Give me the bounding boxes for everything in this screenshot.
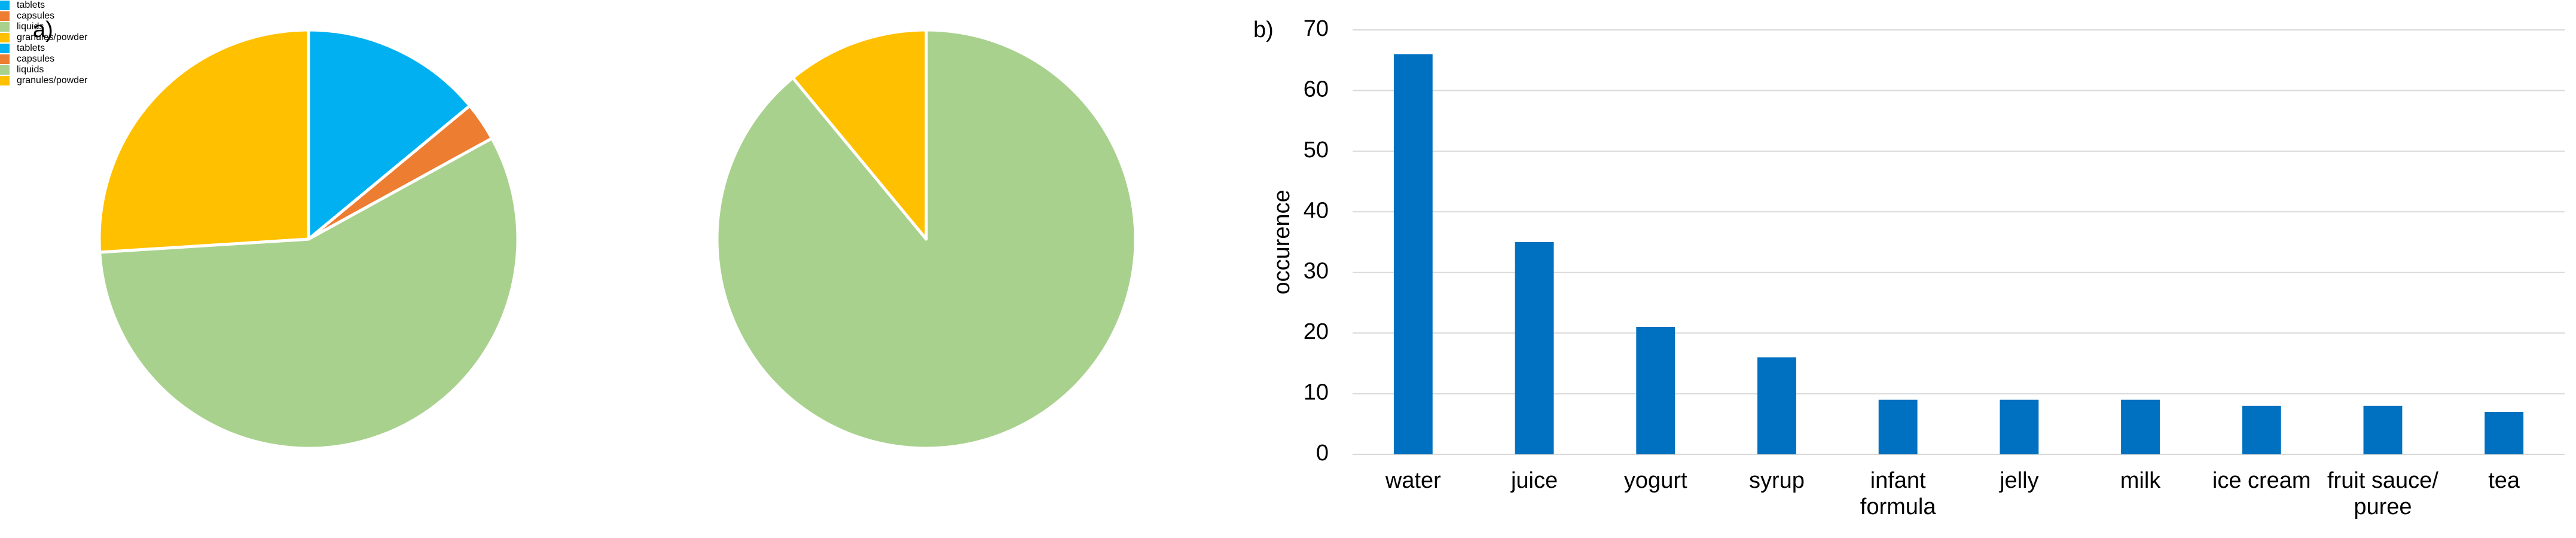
bar <box>2242 405 2281 454</box>
legend-label: tablets <box>17 0 45 10</box>
panel-label: a) <box>33 17 53 42</box>
legend-swatch <box>0 76 10 85</box>
bar <box>1636 327 1675 454</box>
pie-slice <box>98 136 520 450</box>
legend-item: liquids <box>0 65 2576 75</box>
legend-swatch <box>0 22 10 32</box>
y-tick-label: 40 <box>1304 198 1329 223</box>
y-tick-label: 60 <box>1304 77 1329 102</box>
y-tick-label: 10 <box>1304 380 1329 405</box>
legend-label: capsules <box>17 11 55 21</box>
x-tick-label: juice <box>1510 468 1558 493</box>
x-tick-label: yogurt <box>1623 468 1687 493</box>
legend-label: capsules <box>17 54 55 64</box>
y-tick-label: 30 <box>1304 259 1329 284</box>
bar <box>2485 412 2524 454</box>
y-tick-label: 50 <box>1304 137 1329 163</box>
legend-item: tablets <box>0 43 2576 54</box>
legend-label: tablets <box>17 43 45 53</box>
legend-swatch <box>0 1 10 10</box>
legend-item: capsules <box>0 54 2576 65</box>
x-tick-label: syrup <box>1748 468 1805 493</box>
y-tick-label: 20 <box>1304 319 1329 344</box>
x-tick-label: ice cream <box>2212 468 2311 493</box>
legend-item: granules/powder <box>0 75 2576 86</box>
pie-slice <box>791 28 928 241</box>
legend-label: granules/powder <box>17 75 88 85</box>
legend-swatch <box>0 33 10 42</box>
pie-slice <box>307 28 472 241</box>
x-tick-label: milk <box>2120 468 2161 493</box>
legend-label: liquids <box>17 22 44 32</box>
legend-item: granules/powder <box>0 32 2576 43</box>
x-tick-label: infant formula <box>1860 468 1936 519</box>
legend-label: liquids <box>17 65 44 75</box>
bar <box>1515 242 1554 454</box>
y-axis-label: occurence <box>1269 189 1295 294</box>
legend-swatch <box>0 54 10 64</box>
legend-swatch <box>0 11 10 21</box>
y-tick-label: 0 <box>1316 441 1329 466</box>
legend: tablets capsules liquids granules/powder <box>0 43 2576 86</box>
legend-item: tablets <box>0 0 2576 11</box>
bar <box>1393 54 1433 455</box>
legend-item: capsules <box>0 11 2576 22</box>
bar <box>2121 399 2160 454</box>
bar <box>1878 399 1918 454</box>
bar <box>2000 399 2039 454</box>
legend-swatch <box>0 65 10 75</box>
legend-label: granules/powder <box>17 32 88 42</box>
legend: tablets capsules liquids granules/powder <box>0 0 2576 43</box>
x-tick-label: jelly <box>2000 468 2039 493</box>
bar <box>2363 405 2403 454</box>
legend-item: liquids <box>0 22 2576 32</box>
x-tick-label: water <box>1385 468 1441 493</box>
x-tick-label: tea <box>2488 468 2520 493</box>
x-tick-label: fruit sauce/ puree <box>2327 468 2438 519</box>
pie-slice <box>97 28 310 254</box>
y-tick-label: 70 <box>1304 16 1329 41</box>
bar <box>1757 357 1796 454</box>
legend-swatch <box>0 44 10 53</box>
panel-label: b) <box>1253 17 1274 42</box>
